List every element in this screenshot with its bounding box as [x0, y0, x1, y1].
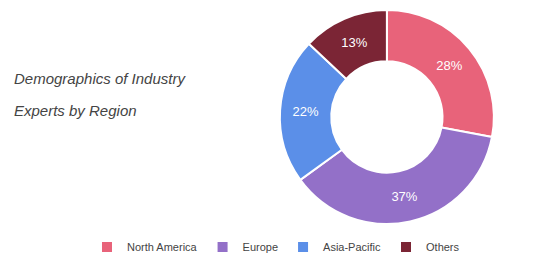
svg-text:Europe: Europe — [243, 241, 278, 253]
svg-text:Asia-Pacific: Asia-Pacific — [323, 241, 381, 253]
svg-text:28%: 28% — [436, 58, 462, 73]
svg-text:37%: 37% — [391, 189, 417, 204]
svg-text:Experts by Region: Experts by Region — [14, 102, 137, 119]
svg-text:13%: 13% — [341, 35, 367, 50]
svg-text:North America: North America — [127, 241, 198, 253]
svg-text:22%: 22% — [292, 104, 318, 119]
svg-text:Demographics of Industry: Demographics of Industry — [14, 70, 186, 87]
svg-text:Others: Others — [426, 241, 460, 253]
